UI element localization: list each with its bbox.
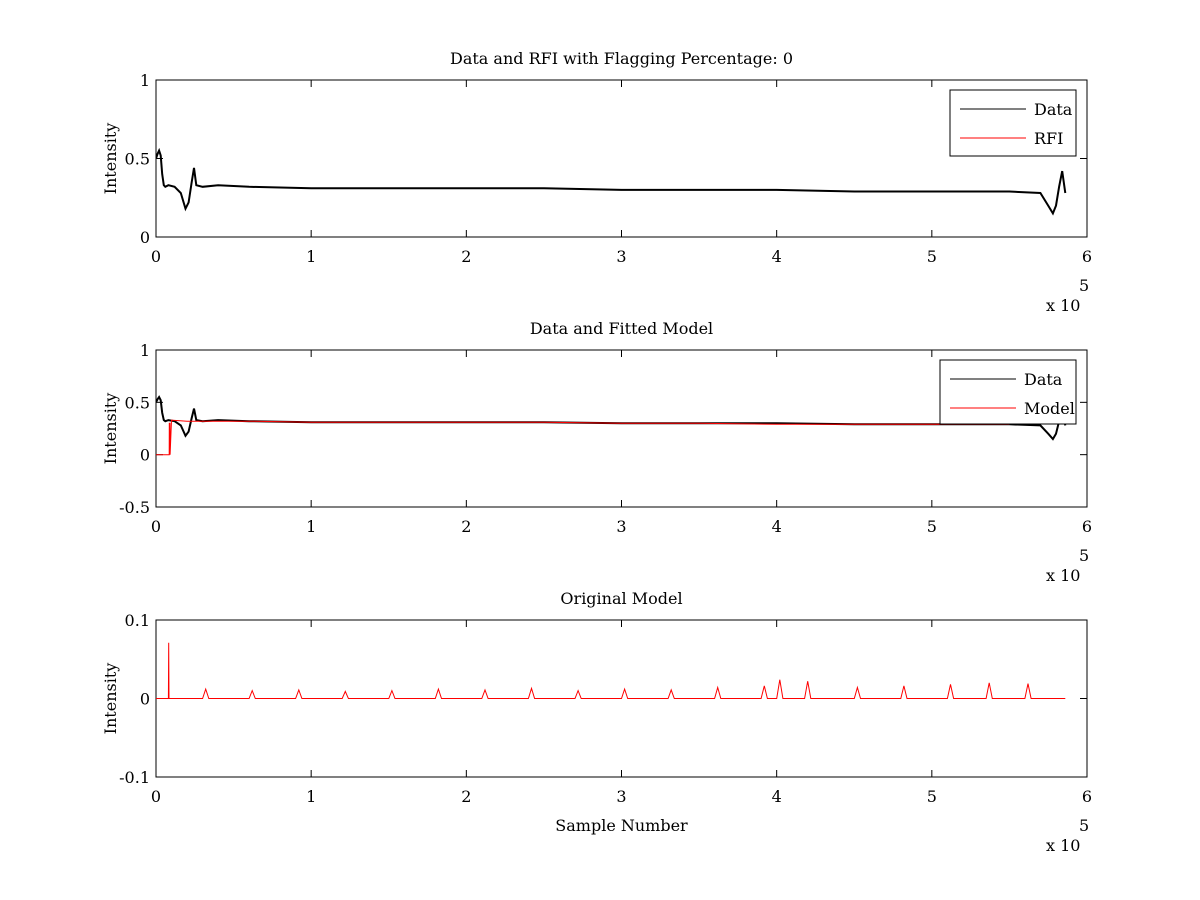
y-axis-label: Intensity [101, 663, 120, 735]
axes-frame-2 [155, 349, 1088, 508]
y-tick-label: 0.5 [125, 393, 150, 412]
x-tick-label: 4 [772, 787, 782, 806]
x-exponent: 5 [1079, 276, 1089, 295]
x-tick-label: 2 [461, 247, 471, 266]
y-tick-label: 1 [140, 341, 150, 360]
x-multiplier: x 10 [1046, 296, 1080, 315]
x-tick-label: 4 [772, 247, 782, 266]
x-tick-label: 6 [1082, 517, 1092, 536]
x-tick-label: 3 [616, 247, 626, 266]
x-tick-label: 5 [927, 517, 937, 536]
x-tick-label: 3 [616, 517, 626, 536]
x-multiplier: x 10 [1046, 566, 1080, 585]
x-tick-label: 2 [461, 517, 471, 536]
y-tick-label: 0.1 [125, 611, 150, 630]
x-tick-label: 1 [306, 517, 316, 536]
x-tick-label: 0 [151, 247, 161, 266]
chart-title-3: Original Model [560, 589, 682, 608]
y-tick-label: 0 [140, 690, 150, 709]
x-tick-label: 2 [461, 787, 471, 806]
x-axis-label: Sample Number [555, 816, 688, 835]
x-tick-label: 4 [772, 517, 782, 536]
x-tick-label: 5 [927, 787, 937, 806]
x-tick-label: 1 [306, 787, 316, 806]
x-tick-label: 0 [151, 517, 161, 536]
y-tick-label: 0.5 [125, 150, 150, 169]
chart-title-1: Data and RFI with Flagging Percentage: 0 [450, 49, 793, 68]
y-tick-label: 1 [140, 71, 150, 90]
y-tick-label: -0.5 [119, 498, 150, 517]
legend-box [949, 89, 1077, 157]
x-exponent: 5 [1079, 546, 1089, 565]
legend-label-rfi: RFI [1034, 129, 1063, 148]
legend-label-model: Model [1024, 399, 1075, 418]
y-axis-label: Intensity [101, 393, 120, 465]
y-tick-label: -0.1 [119, 768, 150, 787]
x-multiplier: x 10 [1046, 836, 1080, 855]
y-axis-label: Intensity [101, 123, 120, 195]
series-line-data [156, 147, 1067, 216]
legend-label-data: Data [1024, 370, 1063, 389]
y-tick-label: 0 [140, 446, 150, 465]
legend-box [939, 359, 1077, 425]
chart-title-2: Data and Fitted Model [530, 319, 713, 338]
series-line-series [156, 642, 1066, 699]
x-tick-label: 6 [1082, 787, 1092, 806]
y-tick-label: 0 [140, 228, 150, 247]
x-tick-label: 5 [927, 247, 937, 266]
legend-label-data: Data [1034, 100, 1073, 119]
x-tick-label: 6 [1082, 247, 1092, 266]
x-tick-label: 0 [151, 787, 161, 806]
axes-frame-1 [155, 79, 1088, 238]
x-tick-label: 1 [306, 247, 316, 266]
series-line-model [156, 419, 1010, 456]
x-exponent: 5 [1079, 816, 1089, 835]
x-tick-label: 3 [616, 787, 626, 806]
